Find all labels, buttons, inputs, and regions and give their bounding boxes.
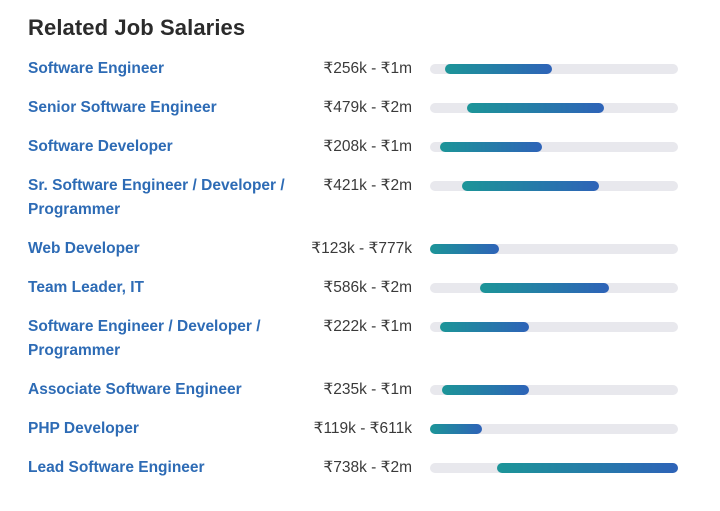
job-title-link[interactable]: Team Leader, IT bbox=[28, 279, 145, 296]
job-title-link[interactable]: Software Engineer bbox=[28, 60, 165, 77]
job-title-link[interactable]: Software Developer bbox=[28, 138, 173, 155]
salary-bar-fill bbox=[430, 424, 483, 434]
salary-bar-track bbox=[430, 244, 678, 254]
salary-bar-track bbox=[430, 103, 678, 113]
salary-bar-fill bbox=[444, 64, 552, 74]
salary-range: ₹123k - ₹777k bbox=[311, 240, 412, 257]
section-title: Related Job Salaries bbox=[28, 15, 246, 40]
salary-bar-fill bbox=[467, 103, 604, 113]
job-title-link[interactable]: Lead Software Engineer bbox=[28, 459, 205, 476]
salary-bar-track bbox=[430, 424, 678, 434]
salary-bar-track bbox=[430, 142, 678, 152]
job-title-link[interactable]: Software Engineer / Developer / Programm… bbox=[28, 318, 261, 359]
salary-range: ₹479k - ₹2m bbox=[323, 99, 412, 116]
salary-bar-track bbox=[430, 385, 678, 395]
salary-range: ₹421k - ₹2m bbox=[323, 177, 412, 194]
salary-range: ₹738k - ₹2m bbox=[323, 459, 412, 476]
job-title-link[interactable]: Associate Software Engineer bbox=[28, 381, 242, 398]
salary-bar-fill bbox=[479, 283, 609, 293]
salary-bar-fill bbox=[430, 244, 500, 254]
salary-bar-fill bbox=[462, 181, 599, 191]
salary-bar-fill bbox=[442, 385, 530, 395]
salary-bar-track bbox=[430, 64, 678, 74]
salary-bar-track bbox=[430, 283, 678, 293]
salary-bar-fill bbox=[496, 463, 678, 473]
salary-range: ₹222k - ₹1m bbox=[323, 318, 412, 335]
job-title-link[interactable]: Web Developer bbox=[28, 240, 140, 257]
salary-bar-fill bbox=[439, 322, 530, 332]
salary-range: ₹119k - ₹611k bbox=[313, 420, 412, 437]
job-title-link[interactable]: Sr. Software Engineer / Developer / Prog… bbox=[28, 177, 285, 218]
salary-bar-track bbox=[430, 322, 678, 332]
salary-range: ₹256k - ₹1m bbox=[323, 60, 412, 77]
salary-bar-track bbox=[430, 463, 678, 473]
salary-range: ₹235k - ₹1m bbox=[323, 381, 412, 398]
job-title-link[interactable]: Senior Software Engineer bbox=[28, 99, 217, 116]
salary-bar-fill bbox=[439, 142, 542, 152]
job-title-link[interactable]: PHP Developer bbox=[28, 420, 139, 437]
salary-range: ₹586k - ₹2m bbox=[323, 279, 412, 296]
salary-bar-track bbox=[430, 181, 678, 191]
salary-range: ₹208k - ₹1m bbox=[323, 138, 412, 155]
